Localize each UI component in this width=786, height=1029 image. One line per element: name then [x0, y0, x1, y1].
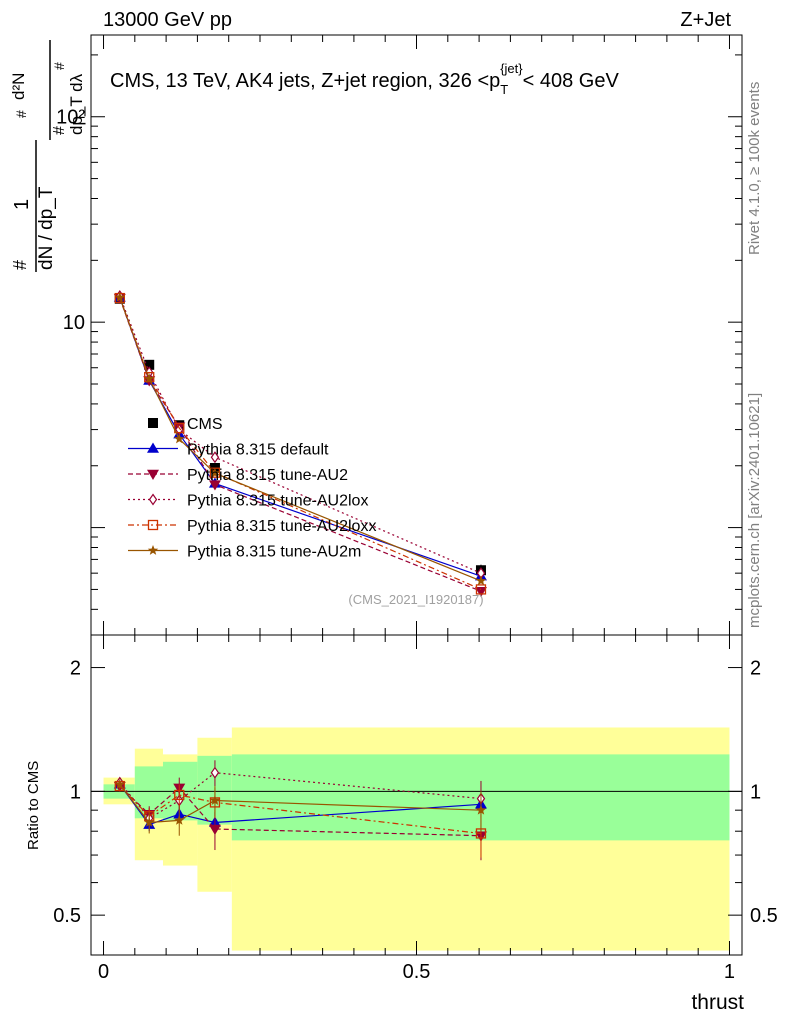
ratio-plot-panel: 0.5 0.5 1 1 2 2 0 0.5 1 Ratio to CMS thrust — [25, 634, 778, 1014]
main-point-2-4 — [474, 587, 487, 598]
legend-marker-2 — [147, 469, 159, 480]
ratio-axis-ticks: 0.5 0.5 1 1 2 2 0 0.5 1 — [53, 635, 778, 983]
legend: CMS Pythia 8.315 default Pythia 8.315 tune… — [128, 416, 376, 561]
legend-label-3: Pythia 8.315 tune-AU2lox — [187, 493, 368, 510]
main-y-ticks: 10 10² — [56, 35, 742, 636]
ratio-y-tick-label: 1 — [70, 781, 81, 803]
x-tick-label: 1 — [724, 961, 735, 983]
rivet-version-label: Rivet 4.1.0, ≥ 100k events — [746, 82, 763, 255]
x-tick-label: 0.5 — [403, 961, 431, 983]
main-plot-panel: 10 10² CMS, 13 TeV, AK4 jets, Z+jet regio… — [9, 34, 743, 636]
legend-marker-5 — [147, 545, 159, 555]
mcplots-source-label: mcplots.cern.ch [arXiv:2401.10621] — [746, 393, 763, 628]
ratio-point-4-3 — [209, 795, 221, 805]
legend-label-0: CMS — [187, 416, 223, 433]
legend-marker-0 — [148, 418, 158, 428]
ratio-point-3-2 — [174, 789, 185, 801]
main-point-2-3 — [208, 480, 221, 491]
main-y-tick-label: 10 — [63, 312, 85, 334]
main-point-4-2 — [174, 422, 185, 434]
title-sup-jet: {jet} — [500, 61, 523, 76]
legend-label-5: Pythia 8.315 tune-AU2m — [187, 544, 361, 561]
ratio-y-tick-label-right: 0.5 — [750, 905, 778, 927]
ylabel-numerator-2: d²N — [9, 73, 28, 100]
watermark-label: (CMS_2021_I1920187) — [348, 592, 483, 607]
ratio-series-group — [113, 760, 487, 861]
main-point-4-4 — [475, 584, 487, 595]
ylabel-tag-3: # — [13, 110, 29, 118]
ratio-y-tick-label-right: 1 — [750, 781, 761, 803]
title-sub-t: T — [500, 82, 508, 97]
ratio-y-tick-label: 0.5 — [53, 905, 81, 927]
main-point-5-3 — [209, 467, 221, 478]
ratio-point-2-3 — [210, 766, 220, 779]
ratio-point-1-3 — [208, 824, 221, 835]
legend-label-4: Pythia 8.315 tune-AU2loxx — [187, 518, 376, 535]
legend-marker-4 — [147, 519, 159, 531]
ylabel-denominator-1: dN / dp_T — [36, 186, 57, 270]
legend-marker-1 — [147, 442, 159, 453]
title-post: < 408 GeV — [523, 70, 620, 92]
ratio-point-4-1 — [144, 817, 155, 827]
main-point-0-1 — [144, 359, 155, 370]
legend-label-2: Pythia 8.315 tune-AU2 — [187, 467, 348, 484]
x-tick-label: 0 — [98, 961, 109, 983]
main-point-5-4 — [475, 575, 487, 586]
x-axis-label: thrust — [691, 991, 744, 1014]
ratio-y-axis-label: Ratio to CMS — [25, 761, 42, 850]
main-line-5 — [119, 297, 482, 582]
legend-label-1: Pythia 8.315 default — [187, 442, 329, 459]
ratio-y-tick-label-right: 2 — [750, 658, 761, 680]
main-point-5-0 — [114, 291, 125, 302]
main-point-3-3 — [210, 451, 220, 464]
ratio-y-tick-label: 2 — [70, 658, 81, 680]
header-process-label: Z+Jet — [680, 9, 731, 31]
ratio-point-4-2 — [174, 814, 185, 825]
ylabel-numerator-1: 1 — [11, 199, 33, 210]
header-energy-label: 13000 GeV pp — [103, 9, 232, 31]
main-plot-title: CMS, 13 TeV, AK4 jets, Z+jet region, 326… — [110, 61, 619, 97]
ratio-point-4-0 — [114, 778, 125, 789]
ratio-line-3 — [119, 785, 482, 835]
ratio-uncertainty-bands — [103, 727, 730, 951]
main-series-group — [113, 290, 487, 598]
ylabel-tag-1: # — [10, 260, 30, 270]
main-point-5-2 — [174, 433, 185, 444]
ratio-point-4-4 — [475, 804, 487, 815]
ylabel-tag-2: # — [51, 126, 68, 135]
main-y-axis-label: # 1 dN / dp_T # d²N dp_T dλ # # — [9, 40, 86, 272]
ylabel-tag-4: # — [51, 62, 67, 70]
main-point-5-1 — [144, 373, 155, 384]
ylabel-denominator-2: dp_T dλ — [67, 73, 86, 135]
main-y-tick-label: 10² — [56, 107, 85, 129]
legend-marker-3 — [148, 493, 158, 506]
